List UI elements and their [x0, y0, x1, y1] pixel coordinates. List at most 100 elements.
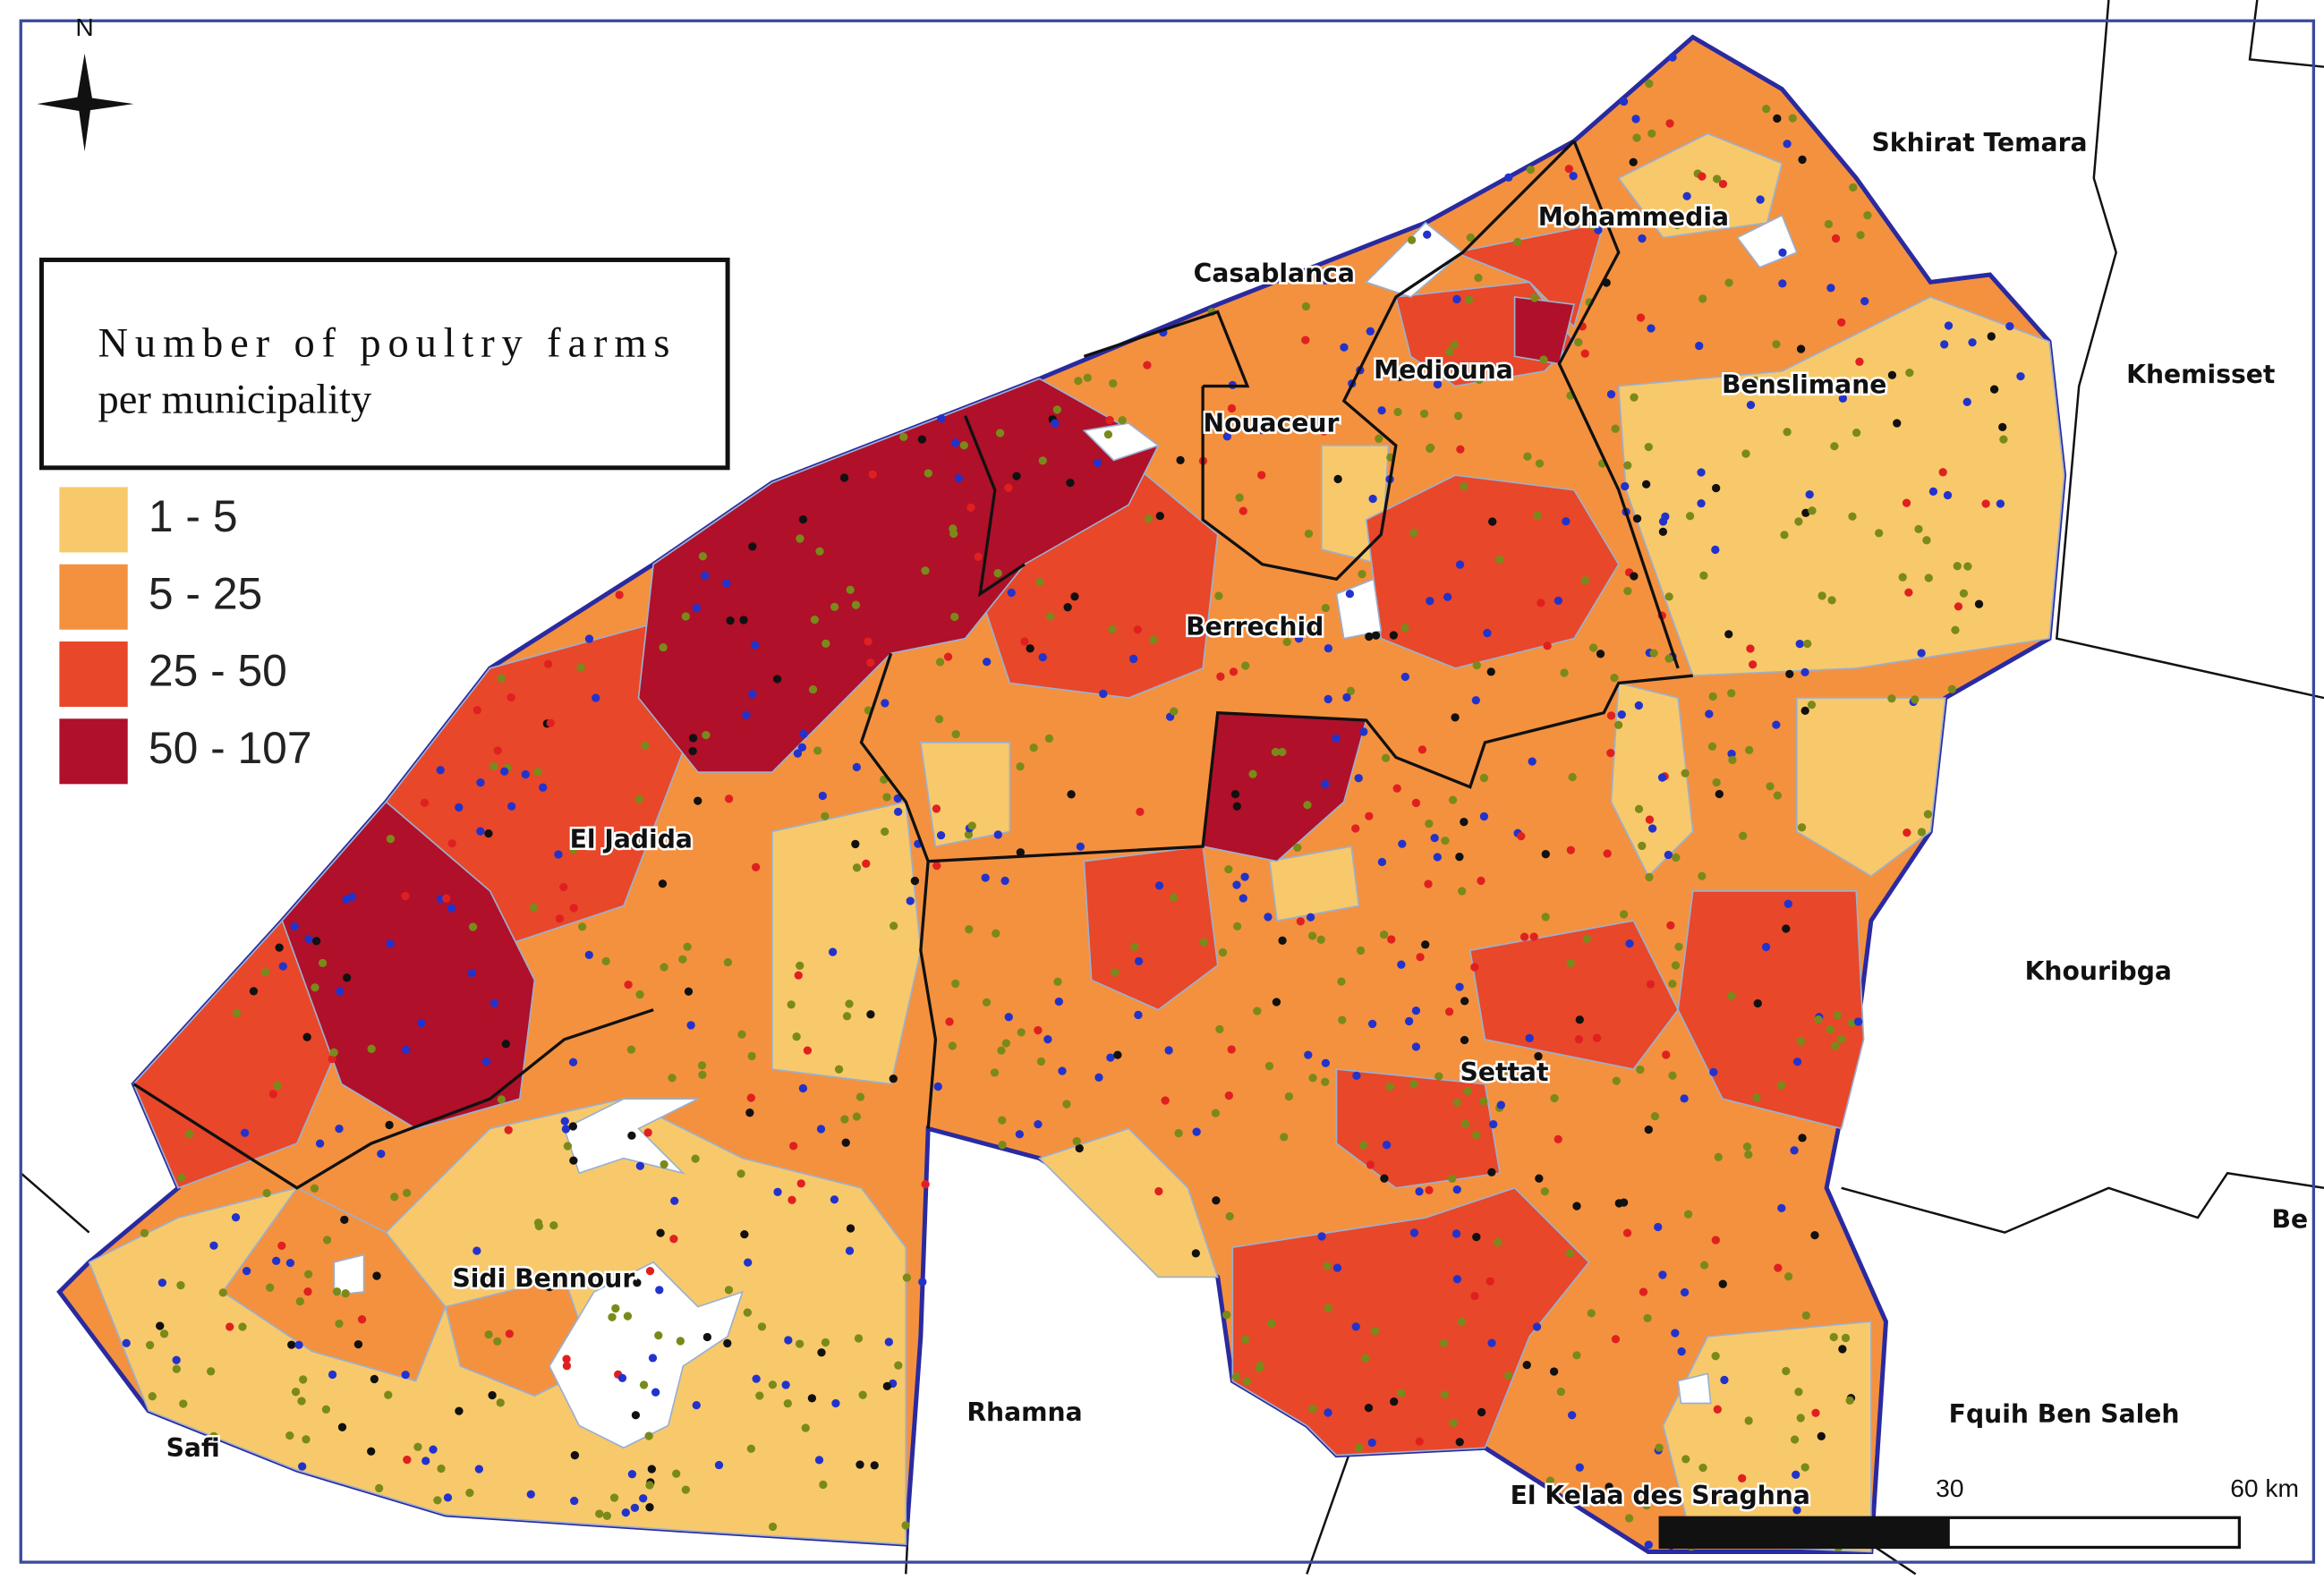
- farm-point: [866, 658, 875, 667]
- farm-point: [1460, 1119, 1470, 1128]
- farm-point: [1136, 807, 1145, 817]
- farm-point: [1790, 1146, 1799, 1155]
- farm-point: [1617, 710, 1626, 719]
- farm-point: [1155, 511, 1164, 521]
- farm-point: [2016, 371, 2025, 381]
- farm-point: [1487, 1168, 1496, 1177]
- farm-point: [1489, 1119, 1498, 1129]
- farm-point: [702, 1332, 712, 1342]
- farm-point: [484, 1329, 493, 1339]
- farm-point: [681, 1485, 690, 1494]
- farm-point: [917, 435, 926, 444]
- farm-point: [1472, 1232, 1481, 1242]
- farm-point: [1070, 592, 1079, 601]
- farm-point: [377, 1149, 386, 1159]
- farm-point: [645, 1503, 654, 1512]
- place-label: Rhamna: [966, 1397, 1082, 1427]
- farm-point: [1257, 471, 1266, 480]
- place-label: Benslimane: [1722, 370, 1886, 400]
- farm-point: [1470, 963, 1479, 972]
- farm-point: [1007, 588, 1016, 598]
- farm-point: [1400, 624, 1409, 633]
- farm-point: [295, 1296, 305, 1306]
- farm-point: [1397, 960, 1406, 969]
- farm-point: [1776, 1081, 1786, 1090]
- farm-point: [488, 1390, 497, 1400]
- farm-point: [1611, 424, 1620, 433]
- farm-point: [821, 639, 830, 648]
- farm-point: [983, 658, 992, 667]
- farm-point: [639, 1494, 648, 1503]
- farm-point: [1783, 428, 1792, 437]
- farm-point: [315, 1139, 325, 1148]
- farm-point: [668, 1074, 677, 1083]
- farm-point: [299, 1375, 308, 1384]
- farm-point: [578, 922, 587, 931]
- farm-point: [1466, 233, 1475, 242]
- farm-point: [353, 1339, 363, 1349]
- farm-point: [846, 1224, 856, 1233]
- farm-point: [1645, 815, 1655, 824]
- farm-point: [1940, 340, 1949, 349]
- farm-point: [1630, 572, 1639, 581]
- farm-point: [1272, 998, 1281, 1007]
- farm-point: [1699, 571, 1708, 580]
- farm-point: [1528, 757, 1537, 766]
- farm-point: [1634, 804, 1644, 813]
- farm-point: [218, 1288, 227, 1297]
- farm-point: [1650, 1112, 1660, 1121]
- farm-point: [1440, 1390, 1450, 1399]
- farm-point: [544, 659, 553, 668]
- farm-point: [1720, 1375, 1729, 1385]
- farm-point: [1680, 1094, 1689, 1103]
- farm-point: [298, 1462, 307, 1471]
- farm-point: [1712, 777, 1721, 787]
- farm-point: [262, 1188, 271, 1198]
- farm-point: [1224, 864, 1233, 874]
- farm-point: [1392, 784, 1401, 793]
- farm-point: [342, 973, 352, 982]
- farm-point: [1224, 1091, 1233, 1100]
- farm-point: [1471, 696, 1480, 705]
- farm-point: [1800, 1463, 1809, 1472]
- farm-point: [743, 1308, 753, 1317]
- farm-point: [1631, 115, 1640, 123]
- farm-point: [1444, 347, 1454, 357]
- farm-point: [1748, 660, 1758, 669]
- farm-point: [1364, 1403, 1374, 1413]
- farm-point: [1636, 313, 1646, 322]
- farm-point: [1214, 591, 1223, 600]
- farm-point: [1460, 1035, 1469, 1045]
- farm-point: [561, 1125, 571, 1134]
- farm-point: [546, 718, 555, 727]
- farm-point: [623, 1312, 633, 1321]
- farm-point: [1460, 818, 1468, 827]
- farm-point: [644, 1431, 653, 1440]
- farm-point: [337, 1423, 347, 1431]
- farm-point: [1800, 706, 1809, 716]
- farm-point: [1479, 811, 1489, 821]
- farm-point: [1564, 165, 1573, 174]
- farm-point: [670, 1196, 679, 1205]
- farm-point: [493, 746, 502, 755]
- farm-point: [1698, 172, 1707, 181]
- farm-point: [757, 1322, 767, 1331]
- farm-point: [1036, 1057, 1046, 1066]
- farm-point: [1264, 913, 1273, 922]
- farm-point: [1240, 872, 1249, 881]
- legend-swatch: [59, 487, 128, 553]
- farm-point: [1778, 279, 1787, 288]
- farm-point: [177, 1173, 186, 1183]
- farm-point: [1777, 1203, 1786, 1213]
- farm-point: [1134, 1010, 1143, 1020]
- farm-point: [1176, 455, 1185, 465]
- farm-point: [773, 1187, 782, 1196]
- farm-point: [1211, 1109, 1221, 1117]
- farm-point: [1029, 743, 1038, 752]
- farm-point: [172, 1355, 181, 1364]
- farm-point: [335, 1319, 344, 1329]
- farm-point: [1711, 1236, 1720, 1244]
- farm-point: [1170, 707, 1179, 716]
- farm-point: [1594, 225, 1603, 234]
- farm-point: [684, 987, 694, 996]
